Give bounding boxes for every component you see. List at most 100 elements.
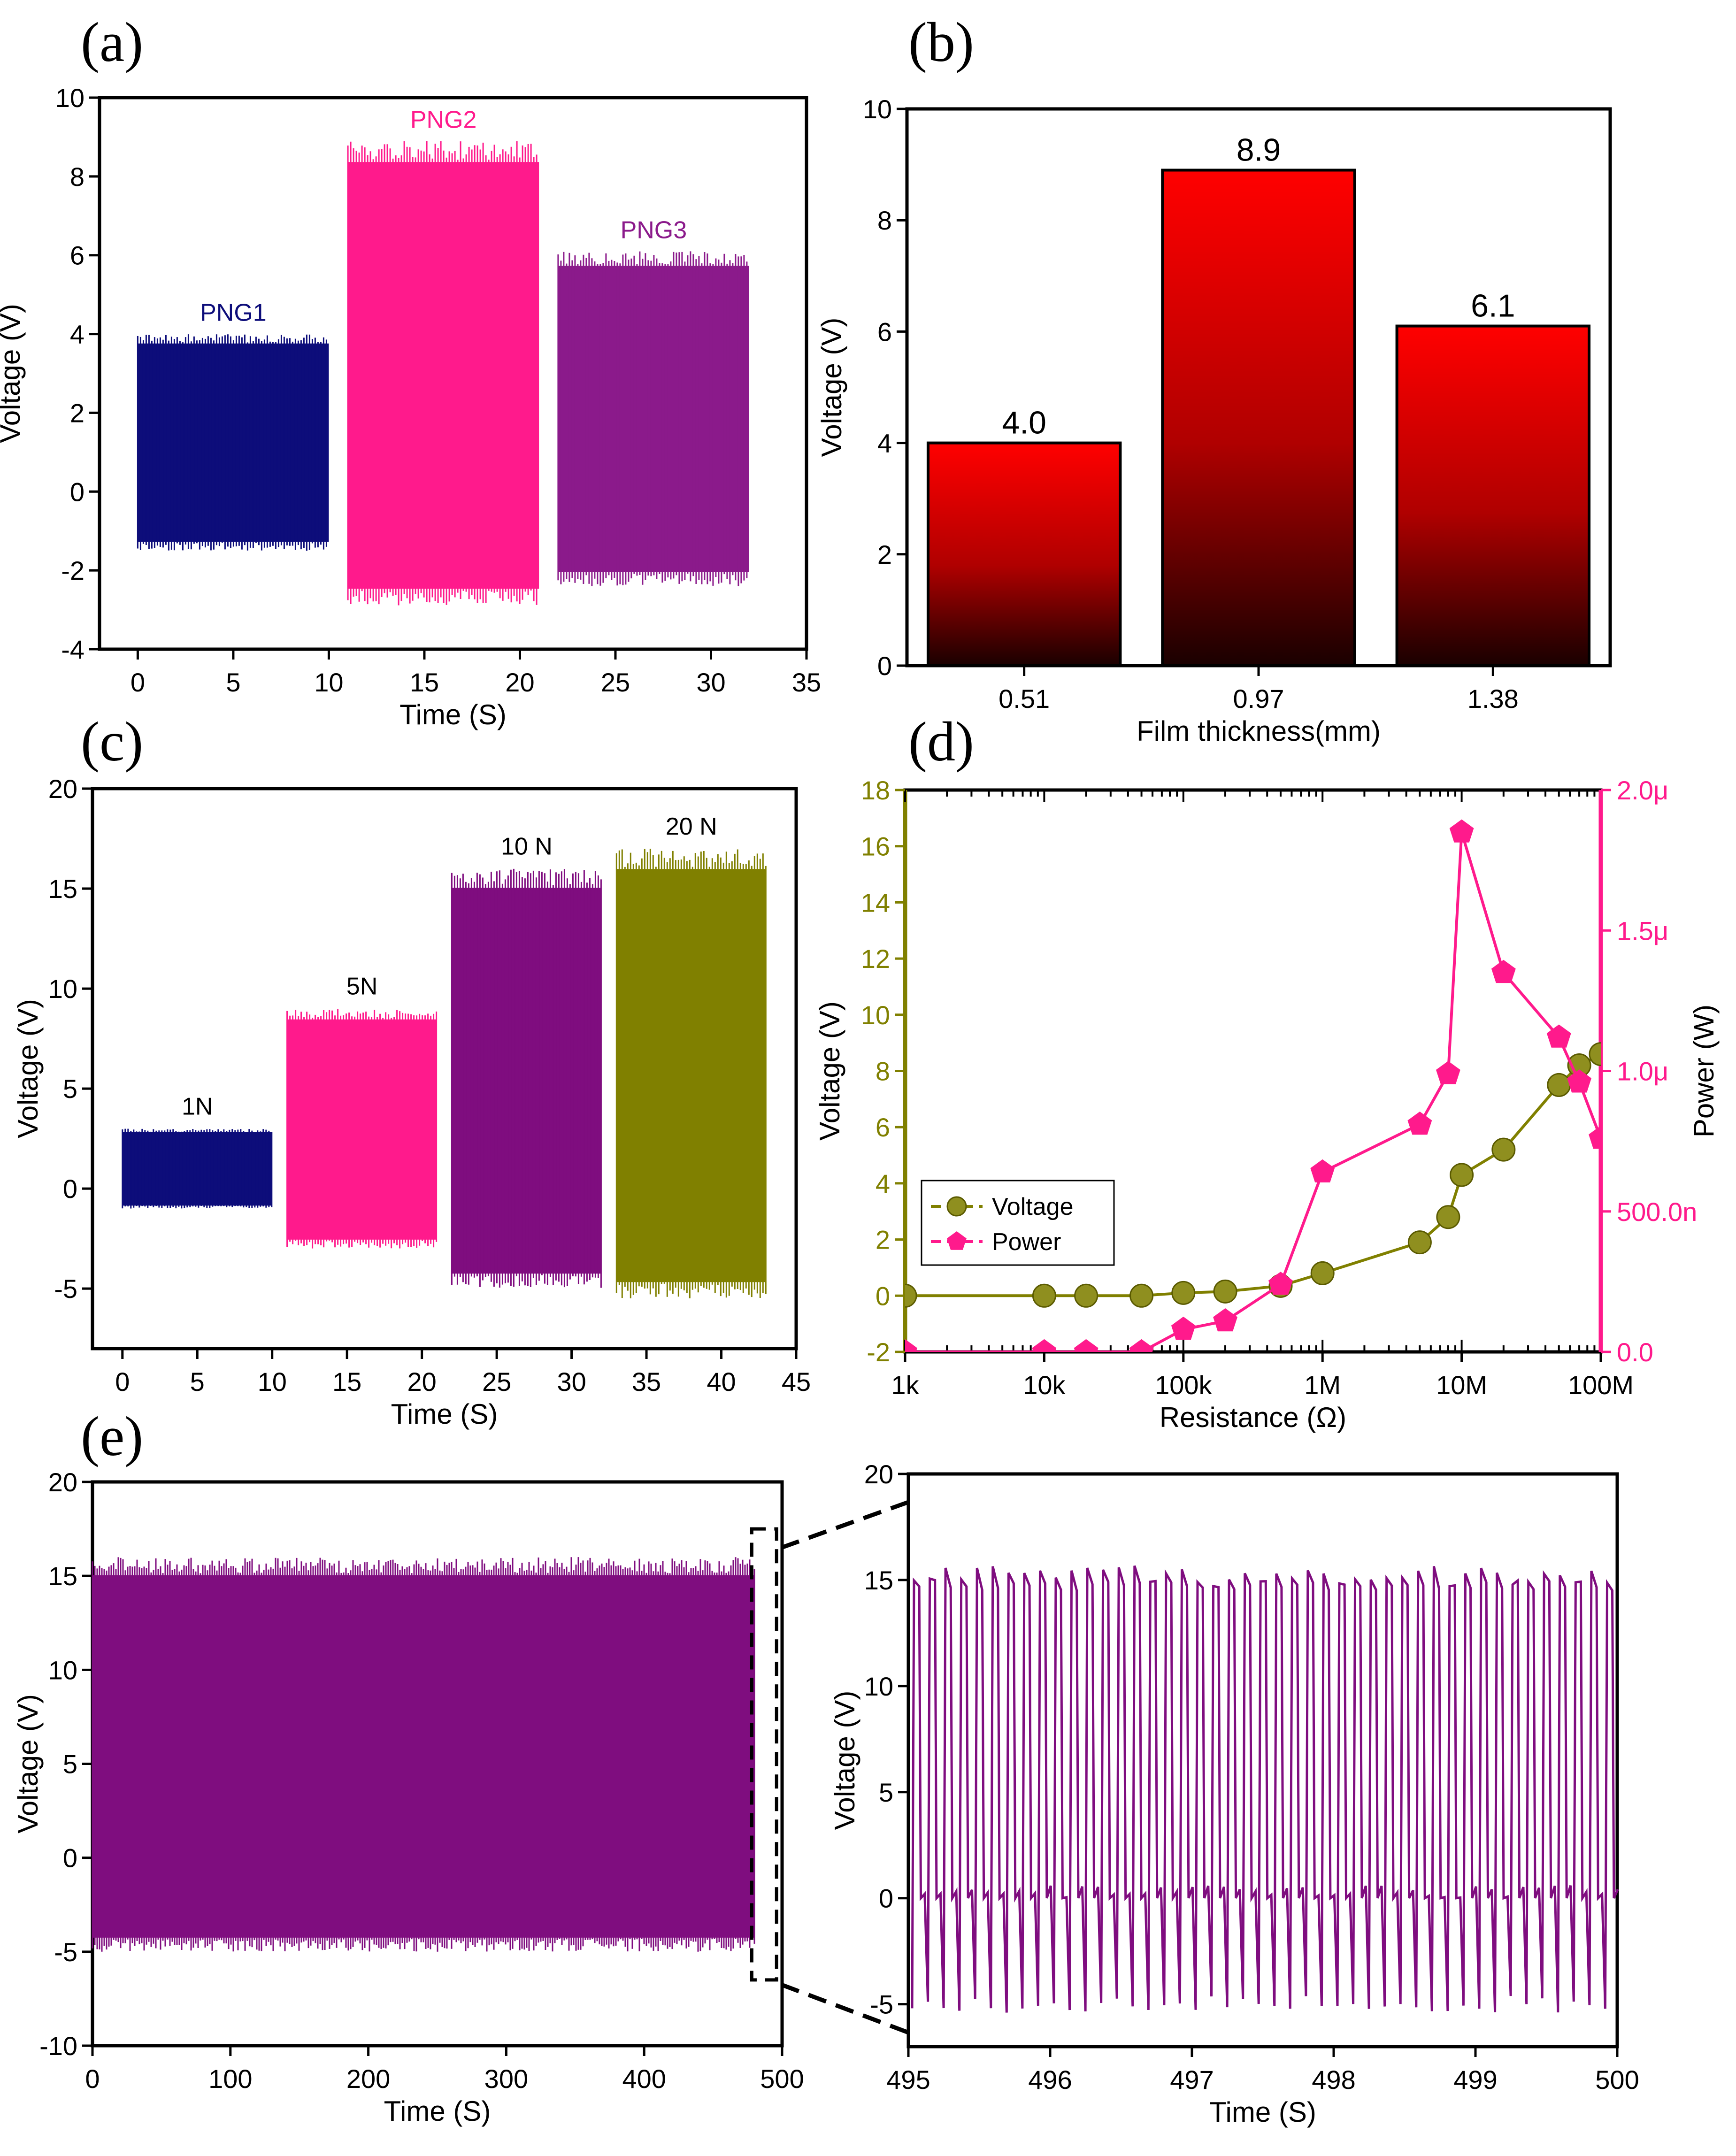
x-tick-label: 25	[482, 1367, 511, 1396]
series-label: 5N	[346, 973, 377, 1000]
signal-line	[911, 1565, 1619, 2013]
bar	[926, 441, 1122, 667]
point-power	[1546, 1024, 1571, 1048]
y-tick-label: 16	[861, 832, 890, 861]
y-axis-title: Voltage (V)	[12, 999, 44, 1138]
series-line-power	[905, 831, 1601, 1352]
x-tick-label: 25	[601, 668, 630, 697]
x-tick-label: 35	[792, 668, 821, 697]
y-tick-label: -2	[61, 556, 84, 585]
y-tick-label: 10	[48, 974, 77, 1004]
x-axis-title: Resistance (Ω)	[1160, 1402, 1346, 1433]
y-tick-label: 10	[48, 1655, 77, 1685]
x-tick-label: 1.38	[1467, 684, 1519, 714]
y-tick-label: -2	[867, 1337, 890, 1367]
x-tick-label: 0	[115, 1367, 130, 1396]
series-label: PNG1	[200, 299, 267, 327]
panel-label-e: (e)	[81, 1405, 143, 1467]
series-5n-line	[286, 1009, 438, 1249]
x-tick-label: 5	[226, 668, 240, 697]
panel-label-c: (c)	[81, 710, 143, 773]
x-tick-label: 5	[190, 1367, 205, 1396]
y-tick-label: 4	[70, 320, 84, 349]
x-tick-label: 0	[131, 668, 145, 697]
x-tick-label: 100k	[1155, 1370, 1212, 1400]
point-voltage	[1407, 1230, 1432, 1255]
x-axis-title: Time (S)	[391, 1398, 498, 1430]
series-png3-line	[557, 251, 748, 586]
point-voltage	[1310, 1261, 1335, 1285]
y-axis-title: Voltage (V)	[829, 1691, 860, 1830]
plot-area	[905, 819, 1601, 1352]
series-label: 10 N	[501, 833, 553, 860]
point-voltage	[1450, 1163, 1474, 1187]
point-power	[1567, 1069, 1591, 1093]
x-tick-label: 100	[208, 2064, 252, 2094]
point-power	[1436, 1061, 1460, 1084]
zoom-box	[750, 1527, 778, 1982]
y-tick-label: 6	[877, 317, 892, 346]
y-tick-label: -4	[61, 635, 84, 664]
x-tick-label: 20	[505, 668, 534, 697]
x-tick-label: 496	[1028, 2065, 1072, 2095]
x-tick-label: 1M	[1304, 1370, 1341, 1400]
x-tick-label: 0.51	[999, 684, 1050, 714]
y-axis-title: Voltage (V)	[0, 304, 26, 443]
x-tick-label: 0.97	[1233, 684, 1284, 714]
y-tick-label: 8	[876, 1057, 890, 1086]
point-voltage	[1491, 1137, 1516, 1162]
y-tick-label: 10	[864, 1672, 893, 1701]
zoom-connector-top	[780, 1500, 909, 1550]
panel-label-b: (b)	[908, 11, 974, 73]
x-tick-label: 500	[1595, 2065, 1639, 2095]
y-tick-label: -5	[54, 1937, 77, 1967]
y-tick-label: 4	[876, 1169, 890, 1198]
x-tick-label: 10	[314, 668, 343, 697]
point-power	[1129, 1339, 1154, 1352]
x-tick-label: 45	[782, 1367, 811, 1396]
legend	[921, 1180, 1115, 1266]
point-power	[1032, 1339, 1057, 1352]
x-tick-label: 0	[85, 2064, 100, 2094]
series-1n-line	[122, 1128, 273, 1209]
point-voltage	[1129, 1283, 1154, 1308]
y-tick-label: 5	[63, 1749, 77, 1779]
point-power	[905, 1339, 917, 1352]
y-tick-label: 20	[48, 774, 77, 804]
point-power	[1589, 1125, 1601, 1149]
zoom-connector	[780, 1500, 909, 2035]
legend-marker	[947, 1231, 967, 1250]
y-tick-label: -5	[54, 1274, 77, 1304]
chart-b: 0 2 4 6 8 10 4.0 0.51 8.9 0.97 6.1 1.38 Film thickne…	[816, 94, 1612, 747]
legend-label: Power	[992, 1228, 1061, 1256]
y-tick-label: 0	[63, 1843, 77, 1873]
y-tick-label: 20	[864, 1459, 893, 1489]
y-axis-title: Voltage (V)	[814, 1001, 845, 1141]
bar-value-label: 8.9	[1237, 132, 1281, 168]
y2-tick-label: 0.0	[1617, 1337, 1653, 1367]
point-voltage	[1547, 1073, 1571, 1097]
y-tick-label: 10	[55, 83, 84, 113]
y-tick-label: 6	[70, 241, 84, 270]
x-axis-title: Time (S)	[384, 2095, 491, 2127]
bar	[1395, 324, 1591, 667]
y-tick-label: 4	[877, 429, 892, 458]
point-voltage	[1171, 1281, 1196, 1305]
y-tick-label: 12	[861, 944, 890, 974]
series-label: PNG2	[410, 106, 477, 133]
x-tick-label: 15	[410, 668, 439, 697]
y-tick-label: 15	[864, 1565, 893, 1595]
point-voltage	[1032, 1283, 1056, 1308]
x-tick-label: 200	[346, 2064, 390, 2094]
point-power	[1171, 1316, 1196, 1340]
zoom-connector-bottom	[780, 1982, 909, 2035]
y-tick-label: 0	[879, 1884, 893, 1913]
x-tick-label: 1k	[891, 1370, 919, 1400]
y-tick-label: 14	[861, 888, 890, 917]
y-tick-label: 2	[70, 398, 84, 428]
x-tick-label: 15	[332, 1367, 361, 1396]
y-tick-label: 2	[876, 1225, 890, 1255]
bar-value-label: 6.1	[1471, 288, 1515, 324]
point-power	[1491, 959, 1516, 983]
